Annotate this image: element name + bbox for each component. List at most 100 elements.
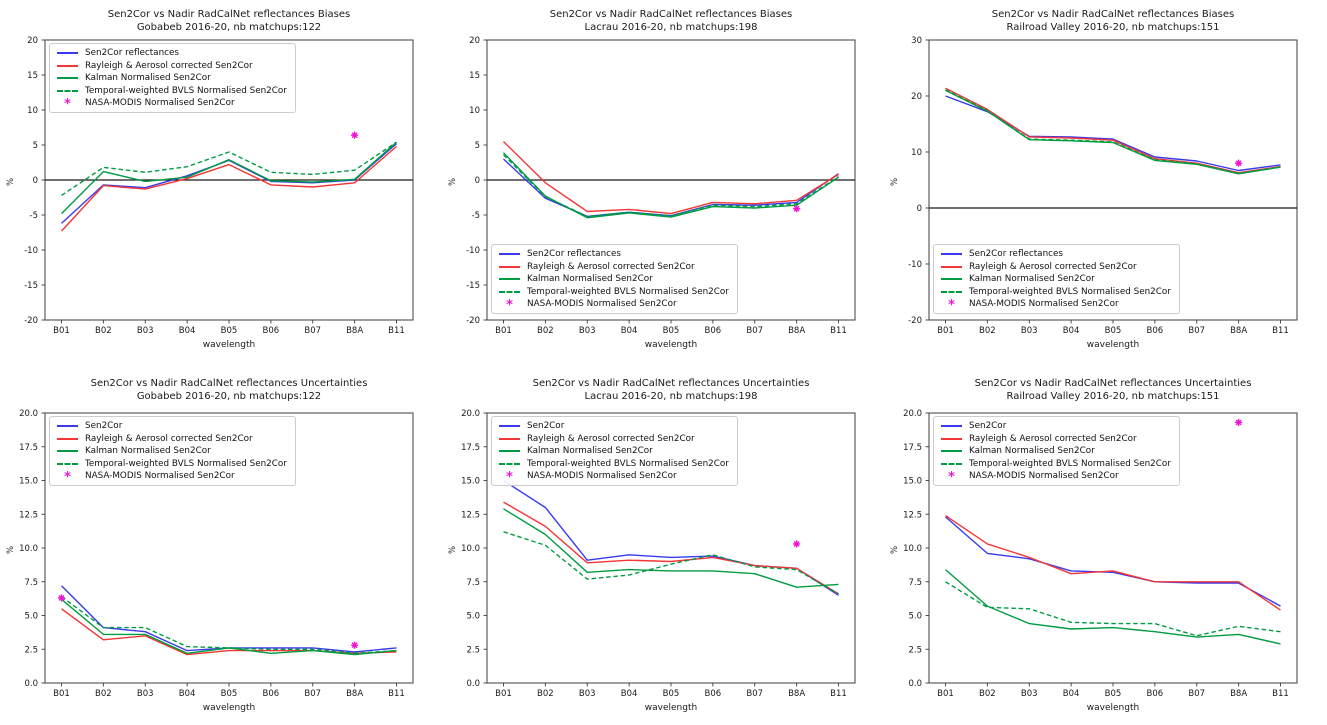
chart-title: Sen2Cor vs Nadir RadCalNet reflectances … [992, 9, 1235, 20]
plot-area: 30 20 10 0 -10 -20 B01 B02 B03 B04 B05 B06 B07 B8A B11 [908, 36, 1298, 336]
line-swatch-icon [941, 278, 962, 280]
modis-point-B8A [1234, 159, 1243, 167]
legend-label: Sen2Cor reflectances [527, 249, 621, 259]
y-tick-label: 12.5 [461, 510, 480, 520]
x-tick-label: B11 [388, 326, 405, 336]
y-tick-label: 10.0 [903, 544, 922, 554]
x-tick-label: B03 [1021, 689, 1038, 699]
y-tick-label: 0 [33, 176, 38, 186]
series-temporal-weighted-bvls-normalised-sen2cor [61, 141, 397, 196]
y-tick-label: 20 [27, 36, 38, 46]
x-tick-label: B01 [937, 689, 954, 699]
x-tick-label: B8A [346, 689, 363, 699]
chart-canvas: Sen2Cor vs Nadir RadCalNet reflectances … [890, 378, 1298, 713]
line-swatch-icon [941, 450, 962, 452]
series-temporal-weighted-bvls-normalised-sen2cor [945, 89, 1281, 175]
y-tick-label: 15 [469, 71, 480, 81]
y-axis-label: % [448, 178, 458, 186]
chart-canvas: Sen2Cor vs Nadir RadCalNet reflectances … [6, 378, 414, 713]
line-swatch-icon [941, 290, 962, 293]
chart-title: Sen2Cor vs Nadir RadCalNet reflectances … [533, 378, 810, 389]
x-axis-label: wavelength [1087, 340, 1139, 350]
legend-item-1: Rayleigh & Aerosol corrected Sen2Cor [499, 262, 729, 272]
legend-label: NASA-MODIS Normalised Sen2Cor [527, 299, 677, 309]
y-tick-label: 10.0 [461, 544, 480, 554]
y-tick-label: 20.0 [903, 409, 922, 419]
y-tick-label: 10 [469, 106, 480, 116]
x-tick-label: B02 [537, 689, 554, 699]
legend-label: Rayleigh & Aerosol corrected Sen2Cor [969, 261, 1137, 272]
y-axis-label: % [890, 546, 900, 554]
series-rayleigh-aerosol-corrected-sen2cor [945, 515, 1281, 611]
x-tick-label: B11 [1272, 689, 1289, 699]
y-axis-label: % [6, 178, 16, 186]
x-tick-label: B04 [1063, 689, 1080, 699]
x-tick-label: B06 [1147, 326, 1164, 336]
chart-biases-lacrau: Sen2Cor vs Nadir RadCalNet reflectances … [442, 0, 884, 362]
chart-canvas: Sen2Cor vs Nadir RadCalNet reflectances … [890, 9, 1298, 350]
x-tick-label: B01 [53, 326, 70, 336]
legend-item-2: Kalman Normalised Sen2Cor [941, 274, 1171, 284]
chart-legend: Sen2Cor reflectances Rayleigh & Aerosol c… [491, 244, 738, 314]
modis-point-B8A [792, 205, 801, 213]
legend-item-2: Kalman Normalised Sen2Cor [941, 446, 1171, 456]
chart-subtitle: Lacrau 2016-20, nb matchups:198 [585, 22, 758, 33]
plot-area: 20 15 10 5 0 -5 -10 -15 -20 B01 B02 B03 B04 B05 B06 B07… [24, 36, 414, 336]
legend-label: Sen2Cor [969, 421, 1007, 431]
y-tick-label: -20 [24, 316, 38, 326]
line-swatch-icon [941, 265, 962, 268]
series-kalman-normalised-sen2cor [61, 141, 397, 215]
legend-item-4: * NASA-MODIS Normalised Sen2Cor [941, 470, 1171, 485]
x-tick-label: B05 [663, 689, 680, 699]
legend-label: Kalman Normalised Sen2Cor [969, 274, 1095, 284]
line-swatch-icon [941, 462, 962, 465]
legend-item-0: Sen2Cor [941, 421, 1171, 431]
legend-item-0: Sen2Cor reflectances [57, 48, 287, 58]
series-kalman-normalised-sen2cor [61, 598, 397, 656]
x-tick-label: B11 [388, 689, 405, 699]
legend-label: NASA-MODIS Normalised Sen2Cor [527, 471, 677, 481]
line-swatch-icon [499, 265, 520, 268]
x-tick-label: B02 [979, 689, 996, 699]
legend-item-0: Sen2Cor [57, 421, 287, 431]
x-tick-label: B07 [746, 326, 763, 336]
line-swatch-icon [499, 450, 520, 452]
line-swatch-icon [57, 425, 78, 427]
x-tick-label: B06 [263, 689, 280, 699]
y-tick-label: 2.5 [908, 645, 922, 655]
series-temporal-weighted-bvls-normalised-sen2cor [61, 596, 397, 654]
plot-area: 20.0 17.5 15.0 12.5 10.0 7.5 5.0 2.5 0.0 B01 B02 B0… [903, 409, 1298, 699]
y-tick-label: 0.0 [466, 679, 480, 689]
chart-legend: Sen2Cor reflectances Rayleigh & Aerosol c… [49, 43, 296, 113]
line-swatch-icon [57, 462, 78, 465]
line-swatch-icon [941, 425, 962, 427]
legend-item-1: Rayleigh & Aerosol corrected Sen2Cor [57, 61, 287, 71]
line-swatch-icon [499, 278, 520, 280]
legend-label: Kalman Normalised Sen2Cor [85, 446, 211, 456]
legend-label: Kalman Normalised Sen2Cor [527, 446, 653, 456]
line-swatch-icon [941, 437, 962, 440]
legend-label: Rayleigh & Aerosol corrected Sen2Cor [85, 60, 253, 71]
x-tick-label: B8A [788, 326, 805, 336]
legend-label: Temporal-weighted BVLS Normalised Sen2Co… [527, 286, 729, 297]
star-marker-icon: * [64, 470, 71, 485]
line-swatch-icon [57, 64, 78, 67]
y-tick-label: 15.0 [461, 477, 480, 487]
x-tick-label: B07 [1188, 326, 1205, 336]
series-rayleigh-aerosol-corrected-sen2cor [503, 501, 839, 595]
x-tick-label: B06 [263, 326, 280, 336]
y-tick-label: -10 [908, 260, 922, 270]
legend-label: NASA-MODIS Normalised Sen2Cor [969, 471, 1119, 481]
legend-item-3: Temporal-weighted BVLS Normalised Sen2Co… [941, 287, 1171, 297]
chart-title: Sen2Cor vs Nadir RadCalNet reflectances … [975, 378, 1252, 389]
chart-title: Sen2Cor vs Nadir RadCalNet reflectances … [550, 9, 793, 20]
x-tick-label: B02 [95, 326, 112, 336]
x-axis-label: wavelength [645, 703, 697, 713]
line-swatch-icon [57, 89, 78, 92]
line-swatch-icon [499, 253, 520, 255]
x-axis-label: wavelength [203, 340, 255, 350]
y-tick-label: 30 [911, 36, 922, 46]
star-marker-icon: * [948, 470, 955, 485]
series-temporal-weighted-bvls-normalised-sen2cor [503, 531, 839, 595]
